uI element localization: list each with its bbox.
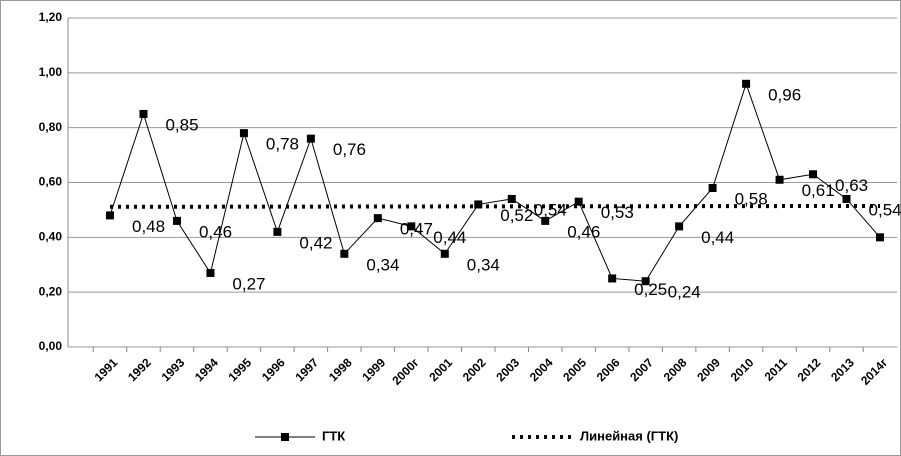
data-label: 0,52 — [500, 206, 533, 225]
data-label: 0,42 — [299, 233, 332, 252]
point — [775, 175, 784, 184]
trend-line — [109, 203, 881, 209]
y-tick-label: 0,40 — [39, 230, 63, 244]
point — [641, 277, 650, 286]
data-label: 0,48 — [132, 217, 165, 236]
data-label: 0,63 — [835, 176, 868, 195]
data-label: 0,53 — [601, 203, 634, 222]
x-tick-label: 2012 — [795, 355, 824, 384]
data-label: 0,58 — [735, 189, 768, 208]
x-tick-label: 2003 — [493, 355, 522, 384]
point — [306, 134, 315, 143]
data-label: 0,54 — [869, 200, 901, 219]
legend-label: ГТК — [322, 428, 345, 443]
x-tick-label: 2014г — [858, 355, 890, 387]
x-tick-label: 2008 — [661, 355, 690, 384]
data-label: 0,96 — [768, 85, 801, 104]
data-label: 0,25 — [634, 280, 667, 299]
legend-marker — [281, 433, 289, 441]
data-label: 0,76 — [333, 140, 366, 159]
data-label: 0,46 — [199, 222, 232, 241]
point — [440, 249, 449, 258]
x-tick-label: 2001 — [426, 355, 455, 384]
x-tick-label: 2002 — [460, 355, 489, 384]
x-tick-label: 2000г — [389, 355, 421, 387]
data-label: 0,34 — [366, 255, 399, 274]
data-label: 0,34 — [467, 255, 500, 274]
x-tick-label: 2004 — [527, 355, 556, 384]
x-tick-label: 2010 — [728, 355, 757, 384]
point — [273, 227, 282, 236]
point — [876, 233, 884, 242]
x-tick-label: 1996 — [259, 355, 288, 384]
x-tick-label: 1991 — [92, 355, 121, 384]
point — [809, 170, 818, 179]
data-label: 0,61 — [802, 181, 835, 200]
x-tick-label: 1999 — [359, 355, 388, 384]
x-tick-label: 2009 — [694, 355, 723, 384]
point — [742, 79, 751, 88]
y-tick-label: 0,00 — [39, 339, 63, 353]
point — [206, 268, 215, 277]
point — [172, 216, 181, 225]
data-label: 0,85 — [165, 115, 198, 134]
point — [407, 222, 416, 231]
data-label: 0,24 — [668, 283, 701, 302]
data-label: 0,27 — [232, 274, 265, 293]
x-tick-label: 2007 — [627, 355, 656, 384]
x-tick-label: 1997 — [292, 355, 321, 384]
series-line — [109, 82, 881, 282]
x-tick-label: 2013 — [828, 355, 857, 384]
x-tick-label: 1998 — [326, 355, 355, 384]
point — [541, 216, 550, 225]
x-tick-label: 2005 — [560, 355, 589, 384]
data-label: 0,44 — [433, 228, 466, 247]
point — [842, 194, 851, 203]
point — [373, 214, 382, 223]
point — [340, 249, 349, 258]
x-tick-label: 1995 — [225, 355, 254, 384]
x-tick-label: 1993 — [159, 355, 188, 384]
x-tick-label: 1994 — [192, 355, 221, 384]
x-tick-label: 1992 — [125, 355, 154, 384]
y-tick-label: 0,60 — [39, 175, 63, 189]
point — [507, 194, 516, 203]
data-label: 0,44 — [701, 228, 734, 247]
point — [708, 183, 717, 192]
y-tick-label: 1,00 — [39, 65, 63, 79]
x-tick-label: 2006 — [594, 355, 623, 384]
data-label: 0,47 — [400, 220, 433, 239]
point — [675, 222, 684, 231]
point — [139, 109, 148, 118]
point — [608, 274, 617, 283]
y-tick-label: 0,80 — [39, 120, 63, 134]
data-label: 0,54 — [534, 200, 567, 219]
point — [574, 197, 583, 206]
x-tick-label: 2011 — [762, 355, 791, 384]
point — [106, 211, 114, 220]
y-tick-label: 0,20 — [39, 284, 63, 298]
data-label: 0,46 — [567, 222, 600, 241]
point — [239, 129, 248, 138]
data-label: 0,78 — [266, 135, 299, 154]
y-tick-label: 1,20 — [39, 10, 63, 24]
legend-label: Линейная (ГТК) — [580, 428, 678, 443]
